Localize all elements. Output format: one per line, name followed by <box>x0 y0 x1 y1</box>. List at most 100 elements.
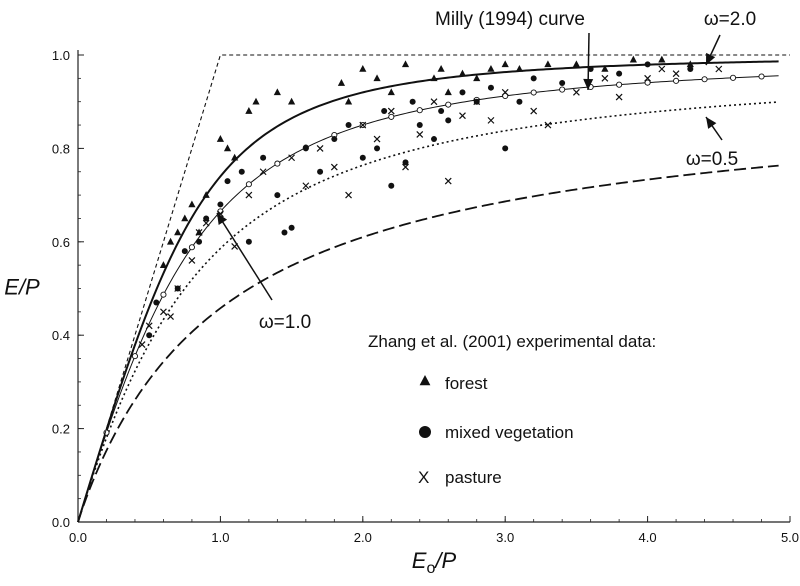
milly-curve-marker <box>729 74 737 81</box>
point-mixed-vegetation <box>559 80 566 87</box>
milly-curve-marker <box>530 89 537 96</box>
energy-limit-curve <box>77 54 790 523</box>
milly-curve-marker <box>445 101 452 108</box>
milly-curve-marker <box>559 86 566 93</box>
point-mixed-vegetation <box>402 159 409 166</box>
point-pasture <box>459 112 466 120</box>
legend-forest-marker <box>419 375 431 386</box>
milly-curve-marker <box>388 113 395 120</box>
curve-w-0-5 <box>77 164 779 523</box>
point-pasture <box>316 144 324 152</box>
x-tick-label: 1.0 <box>211 530 229 545</box>
y-tick-label: 0.6 <box>52 235 70 250</box>
point-pasture <box>402 163 409 171</box>
point-forest <box>572 60 580 68</box>
x-axis-title: Eo/P <box>412 548 457 577</box>
milly-curve-marker <box>160 291 167 298</box>
point-mixed-vegetation <box>288 224 295 231</box>
point-mixed-vegetation <box>616 70 623 77</box>
point-pasture <box>544 121 552 129</box>
point-pasture <box>174 285 182 292</box>
point-mixed-vegetation <box>146 332 153 339</box>
point-pasture <box>245 191 253 199</box>
point-pasture <box>487 116 495 124</box>
point-forest <box>658 55 666 63</box>
data-points <box>138 55 723 348</box>
point-forest <box>629 55 637 63</box>
point-forest <box>344 97 353 105</box>
point-pasture <box>373 135 381 143</box>
point-mixed-vegetation <box>409 98 416 105</box>
annotation-w1: ω=1.0 <box>259 312 311 333</box>
arrow-w1-line <box>216 212 273 301</box>
point-pasture <box>259 168 267 176</box>
point-mixed-vegetation <box>416 122 423 129</box>
point-pasture <box>387 107 395 115</box>
point-forest <box>458 69 467 77</box>
point-pasture <box>345 191 352 199</box>
point-pasture <box>473 98 481 106</box>
point-mixed-vegetation <box>345 122 352 129</box>
x-tick-label: 2.0 <box>354 530 372 545</box>
point-pasture <box>202 219 210 227</box>
y-axis-title: E/P <box>4 275 40 300</box>
point-pasture <box>672 70 680 78</box>
point-mixed-vegetation <box>274 192 281 199</box>
point-forest <box>166 237 175 245</box>
point-mixed-vegetation <box>281 229 288 236</box>
y-tick-label: 0.4 <box>52 328 70 343</box>
point-mixed-vegetation <box>388 182 395 189</box>
legend-title: Zhang et al. (2001) experimental data: <box>368 332 656 351</box>
point-pasture <box>288 154 296 162</box>
legend-pasture-label: pasture <box>445 468 502 487</box>
point-forest <box>430 74 438 82</box>
point-pasture <box>302 182 310 190</box>
milly-curve-marker <box>131 353 139 360</box>
point-forest <box>444 88 452 96</box>
point-pasture <box>501 88 509 96</box>
y-tick-label: 0.8 <box>52 141 70 156</box>
labels: Milly (1994) curve ω=2.0 ω=0.5 ω=1.0 Zhang e… <box>216 9 756 487</box>
point-mixed-vegetation <box>644 61 651 68</box>
milly-curve-marker <box>701 76 708 83</box>
annotation-milly: Milly (1994) curve <box>435 9 585 30</box>
point-forest <box>159 261 168 268</box>
point-pasture <box>658 65 666 73</box>
point-pasture <box>160 308 167 316</box>
point-mixed-vegetation <box>438 108 445 115</box>
point-mixed-vegetation <box>359 154 366 161</box>
arrow-milly-head <box>583 78 594 90</box>
point-mixed-vegetation <box>217 201 224 208</box>
point-pasture <box>138 341 146 348</box>
point-forest <box>686 60 694 68</box>
legend-mixed-label: mixed vegetation <box>445 423 574 442</box>
point-pasture <box>615 93 623 101</box>
point-forest <box>473 74 481 82</box>
point-mixed-vegetation <box>487 84 494 91</box>
point-mixed-vegetation <box>245 238 252 245</box>
curve-w-1 <box>77 101 779 523</box>
point-forest <box>501 60 509 68</box>
y-tick-label: 0.0 <box>52 515 70 530</box>
point-mixed-vegetation <box>381 108 388 115</box>
point-mixed-vegetation <box>431 136 437 143</box>
point-pasture <box>145 322 153 330</box>
point-forest <box>359 65 367 72</box>
point-pasture <box>359 121 367 129</box>
point-forest <box>387 88 395 96</box>
point-mixed-vegetation <box>302 145 309 152</box>
point-mixed-vegetation <box>687 66 694 73</box>
milly-curve-marker <box>274 160 281 167</box>
legend-mixed-marker <box>419 426 431 438</box>
point-pasture <box>715 65 723 73</box>
point-pasture <box>601 74 609 82</box>
x-tick-label: 4.0 <box>639 530 657 545</box>
arrow-w05-head <box>706 117 717 129</box>
point-forest <box>487 65 495 72</box>
point-mixed-vegetation <box>502 145 509 152</box>
point-mixed-vegetation <box>260 154 267 161</box>
milly-curve-line <box>77 75 779 523</box>
point-mixed-vegetation <box>374 145 381 152</box>
milly-curve-marker <box>673 77 680 84</box>
